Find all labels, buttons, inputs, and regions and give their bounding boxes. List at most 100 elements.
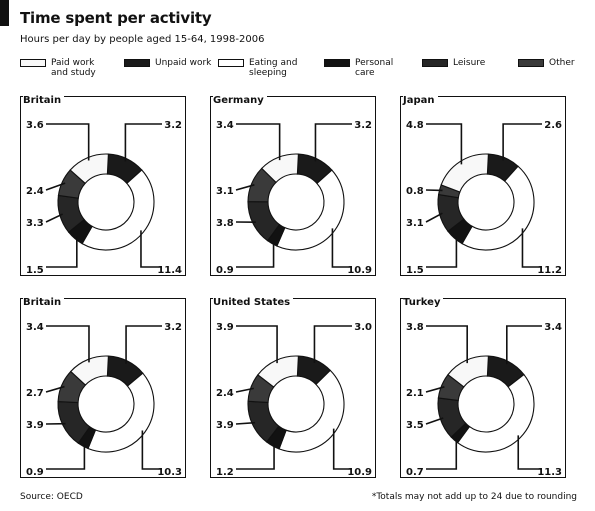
- data-label-paid-work: 3.9: [216, 322, 234, 333]
- data-label-paid-work: 3.8: [406, 322, 424, 333]
- leader-line: [426, 437, 458, 470]
- donut-segment-eating-sleeping: [81, 169, 155, 251]
- leader-line: [517, 435, 542, 470]
- data-label-other: 0.8: [406, 186, 424, 197]
- leader-line: [425, 386, 445, 393]
- data-label-leisure: 3.1: [406, 218, 424, 229]
- leader-line: [235, 387, 254, 393]
- chart-panel-germany: 3.4 3.2 10.9 0.9 3.8 3.1 Germany: [210, 95, 376, 276]
- leader-line: [236, 241, 275, 268]
- leader-line: [331, 228, 352, 268]
- donut-chart-japan: 4.8 2.6 11.2 1.5 3.1 0.8: [406, 120, 562, 276]
- leader-line: [426, 235, 458, 268]
- panel-title: Turkey: [403, 297, 444, 308]
- legend-label: Other: [549, 58, 575, 68]
- data-label-eating-sleeping: 11.2: [537, 265, 562, 276]
- corner-mark: [0, 0, 9, 26]
- legend-label: Eating and sleeping: [249, 58, 298, 78]
- data-label-leisure: 3.3: [26, 218, 44, 229]
- leader-line: [45, 182, 66, 191]
- data-label-other: 2.4: [216, 388, 234, 399]
- data-label-personal-care: 1.2: [216, 467, 234, 478]
- legend-swatch-paid-work: [20, 59, 46, 67]
- donut-chart-germany: 3.4 3.2 10.9 0.9 3.8 3.1: [216, 120, 372, 276]
- data-label-unpaid-work: 3.2: [164, 120, 182, 131]
- data-label-personal-care: 1.5: [406, 265, 424, 276]
- data-label-leisure: 3.8: [216, 218, 234, 229]
- data-label-eating-sleeping: 10.9: [347, 467, 372, 478]
- leader-line: [236, 123, 281, 161]
- data-label-personal-care: 1.5: [26, 265, 44, 276]
- leader-line: [313, 325, 352, 363]
- leader-line: [425, 417, 444, 425]
- donut-segment-eating-sleeping: [278, 369, 345, 453]
- data-label-leisure: 3.9: [26, 420, 44, 431]
- data-label-eating-sleeping: 11.3: [537, 467, 562, 478]
- leader-line: [314, 123, 352, 162]
- donut-segment-paid-work: [257, 355, 299, 388]
- leader-line: [425, 212, 443, 223]
- footnote: *Totals may not add up to 24 due to roun…: [371, 492, 577, 502]
- panel-title: Germany: [213, 95, 267, 106]
- leader-line: [46, 325, 90, 363]
- donut-segment-paid-work: [260, 153, 299, 184]
- donut-segment-paid-work: [440, 153, 489, 193]
- donut-chart-turkey: 3.8 3.4 11.3 0.7 3.5 2.1: [406, 322, 562, 478]
- data-label-paid-work: 3.6: [26, 120, 44, 131]
- donut-segment-eating-sleeping: [456, 373, 535, 453]
- leader-line: [45, 213, 63, 223]
- chart-panel-britain: 3.6 3.2 11.4 1.5 3.3 2.4 Britain: [20, 95, 186, 276]
- data-label-unpaid-work: 3.0: [354, 322, 372, 333]
- donut-chart-britain-2: 3.4 3.2 10.3 0.9 3.9 2.7: [26, 322, 182, 478]
- data-label-paid-work: 3.4: [26, 322, 44, 333]
- chart-subtitle: Hours per day by people aged 15-64, 1998…: [20, 34, 265, 45]
- leader-line: [46, 443, 86, 470]
- legend-item-leisure: Leisure: [422, 58, 513, 68]
- leader-line: [426, 325, 468, 364]
- legend-swatch-leisure: [422, 59, 448, 67]
- leader-line: [46, 123, 90, 161]
- legend-item-eating-sleeping: Eating and sleeping: [218, 58, 309, 78]
- leader-line: [140, 230, 162, 268]
- data-label-other: 2.1: [406, 388, 424, 399]
- data-label-unpaid-work: 3.4: [544, 322, 562, 333]
- legend-item-other: Other: [518, 58, 585, 68]
- leader-line: [502, 123, 542, 161]
- chart-panel-britain-2: 3.4 3.2 10.3 0.9 3.9 2.7 Britain: [20, 297, 186, 478]
- donut-chart-britain: 3.6 3.2 11.4 1.5 3.3 2.4: [26, 120, 182, 276]
- data-label-personal-care: 0.7: [406, 467, 424, 478]
- leader-line: [46, 236, 78, 268]
- data-label-other: 2.7: [26, 388, 44, 399]
- panel-title: Britain: [23, 95, 65, 106]
- data-label-eating-sleeping: 10.9: [347, 265, 372, 276]
- panel-title: Japan: [403, 95, 438, 106]
- legend-label: Personal care: [355, 58, 394, 78]
- data-label-unpaid-work: 3.2: [354, 120, 372, 131]
- data-label-other: 2.4: [26, 186, 44, 197]
- leader-line: [45, 385, 65, 393]
- data-label-leisure: 3.5: [406, 420, 424, 431]
- leader-line: [332, 428, 352, 470]
- chart-panels: 3.6 3.2 11.4 1.5 3.3 2.4 Britain 3.4 3.2 10.9 0.…: [20, 95, 582, 486]
- legend-swatch-other: [518, 59, 544, 67]
- donut-chart-united-states: 3.9 3.0 10.9 1.2 3.9 2.4: [216, 322, 372, 478]
- donut-segment-eating-sleeping: [276, 169, 345, 251]
- chart-title: Time spent per activity: [20, 9, 212, 27]
- legend-swatch-unpaid-work: [124, 59, 150, 67]
- leader-line: [141, 430, 162, 470]
- donut-segment-paid-work: [69, 355, 109, 386]
- data-label-eating-sleeping: 10.3: [157, 467, 182, 478]
- panel-title: United States: [213, 297, 294, 308]
- leader-line: [236, 443, 275, 470]
- data-label-paid-work: 3.4: [216, 120, 234, 131]
- legend-item-personal-care: Personal care: [324, 58, 415, 78]
- data-label-personal-care: 0.9: [216, 265, 234, 276]
- donut-segment-paid-work: [69, 153, 109, 185]
- legend: Paid work and study Unpaid work Eating a…: [20, 58, 580, 86]
- leader-line: [235, 184, 255, 191]
- data-label-personal-care: 0.9: [26, 467, 44, 478]
- donut-segment-eating-sleeping: [461, 165, 535, 251]
- legend-swatch-eating-sleeping: [218, 59, 244, 67]
- legend-label: Leisure: [453, 58, 486, 68]
- legend-item-paid-work: Paid work and study: [20, 58, 111, 78]
